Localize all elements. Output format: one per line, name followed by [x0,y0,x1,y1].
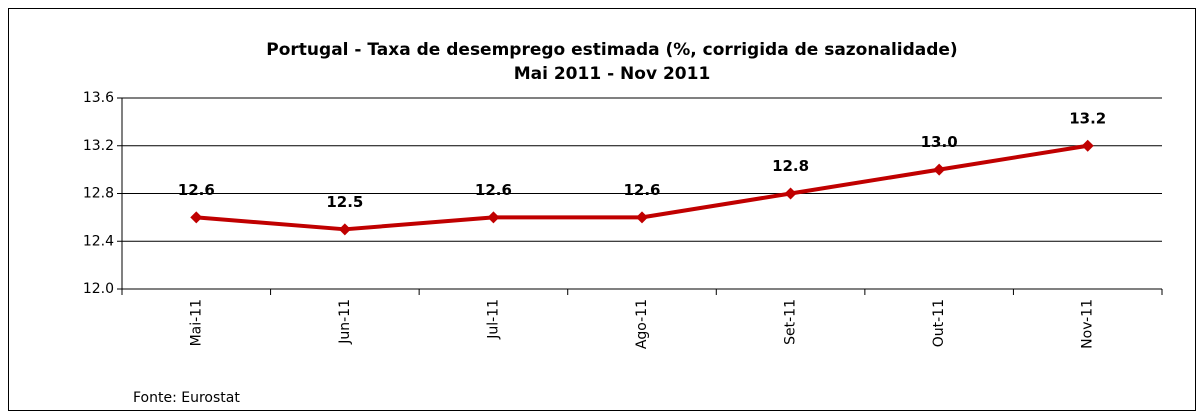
chart-subtitle: Mai 2011 - Nov 2011 [514,64,711,84]
chart-title: Portugal - Taxa de desemprego estimada (… [266,40,957,60]
y-tick-label: 12.0 [83,281,114,297]
source-note: Fonte: Eurostat [133,390,240,406]
x-tick-label: Set-11 [783,299,799,345]
data-label: 12.6 [475,181,512,199]
x-tick-label: Jun-11 [337,299,353,345]
x-tick-label: Jul-11 [485,299,501,340]
point-marker [487,211,500,224]
x-tick-label: Ago-11 [634,299,650,349]
point-marker [636,211,648,224]
x-tick-label: Nov-11 [1080,299,1096,349]
point-marker [784,187,797,200]
data-label: 13.0 [921,133,958,151]
y-tick-label: 13.2 [83,138,114,154]
x-tick-label: Mai-11 [188,299,204,346]
x-tick-label: Out-11 [931,299,947,347]
data-label: 12.6 [623,181,660,199]
data-label: 12.5 [326,193,363,211]
point-marker [933,163,946,176]
y-tick-label: 12.8 [83,186,114,202]
chart-border [8,8,1196,411]
point-marker [1081,139,1094,152]
data-label: 12.8 [772,157,809,175]
y-tick-label: 12.4 [83,233,114,249]
point-marker [190,211,203,224]
data-label: 12.6 [178,181,215,199]
point-marker [338,223,351,236]
data-label: 13.2 [1069,109,1106,127]
y-tick-label: 13.6 [83,90,114,106]
